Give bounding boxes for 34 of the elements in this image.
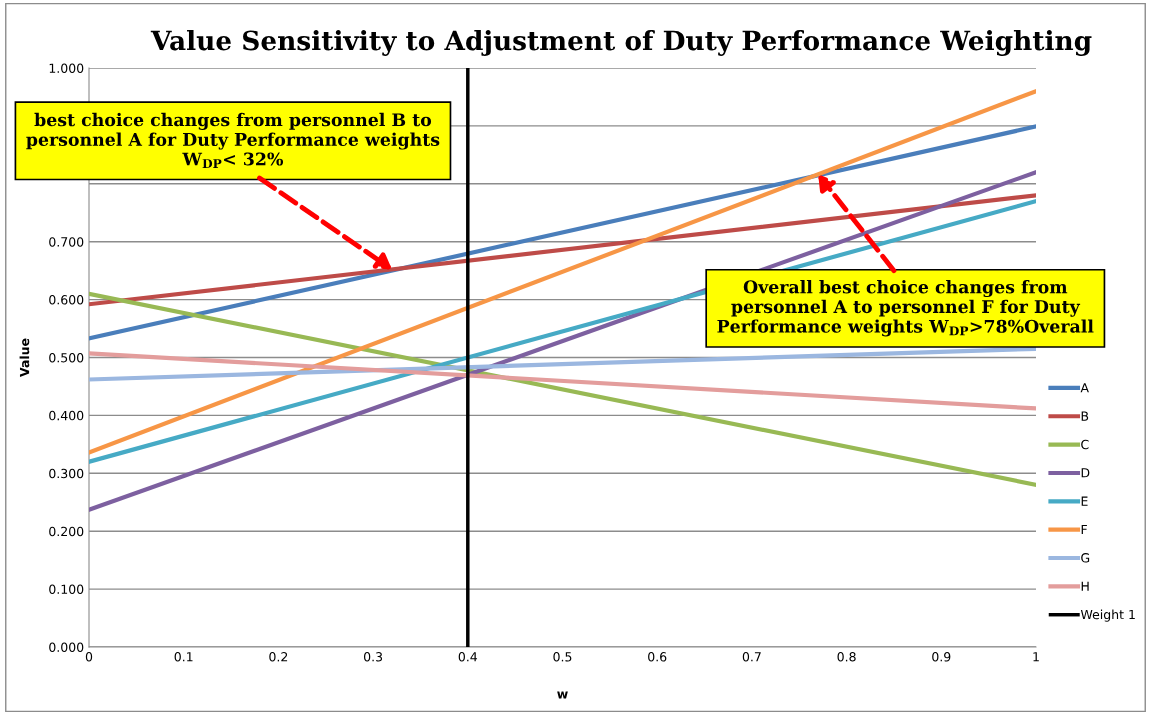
legend-label: F bbox=[1081, 524, 1087, 535]
x-tick-label: 0.2 bbox=[269, 652, 288, 662]
legend-label: A bbox=[1080, 383, 1089, 393]
legend-label: C bbox=[1081, 439, 1089, 450]
x-tick-label: 0.3 bbox=[363, 652, 383, 662]
y-tick-label: 0.500 bbox=[49, 352, 84, 363]
x-tick-label: 0.8 bbox=[837, 652, 856, 662]
chart-title: Value Sensitivity to Adjustment of Duty Performance Weighting bbox=[150, 30, 1092, 56]
x-tick-label: 0.9 bbox=[932, 652, 951, 662]
y-axis-title: Value bbox=[19, 338, 30, 377]
legend-label: G bbox=[1081, 553, 1090, 563]
y-tick-label: 0.700 bbox=[49, 237, 84, 247]
y-tick-label: 0.600 bbox=[49, 295, 84, 305]
y-tick-label: 0.400 bbox=[49, 410, 84, 421]
x-tick-label: 0.4 bbox=[458, 652, 478, 662]
x-tick-label: 0.6 bbox=[648, 652, 667, 662]
legend-label: D bbox=[1081, 468, 1090, 478]
annotation: Overall best choice changes from personnel A to personnel F for Duty Performance weights W$_{DP}$>78%Overall bbox=[717, 280, 1094, 337]
x-tick-label: 0.7 bbox=[742, 652, 761, 662]
legend-label: Weight 1 bbox=[1080, 609, 1135, 622]
x-tick-label: 0.1 bbox=[174, 652, 193, 662]
y-tick-label: 0.100 bbox=[49, 584, 84, 595]
x-axis-title: w bbox=[557, 691, 568, 699]
legend-label: B bbox=[1081, 411, 1089, 421]
y-tick-label: 1.000 bbox=[49, 63, 84, 73]
x-tick-label: 0 bbox=[85, 652, 93, 662]
y-tick-label: 0.000 bbox=[49, 642, 84, 652]
x-tick-label: 0.5 bbox=[553, 652, 572, 662]
legend-label: E bbox=[1081, 496, 1088, 506]
y-tick-label: 0.200 bbox=[49, 526, 84, 537]
x-tick-label: 1 bbox=[1033, 652, 1039, 662]
annotation: best choice changes from personnel B to personnel A for Duty Performance weights W$_{DP}$< 32% bbox=[26, 112, 440, 168]
legend-label: H bbox=[1081, 581, 1089, 591]
y-tick-label: 0.300 bbox=[49, 468, 84, 479]
